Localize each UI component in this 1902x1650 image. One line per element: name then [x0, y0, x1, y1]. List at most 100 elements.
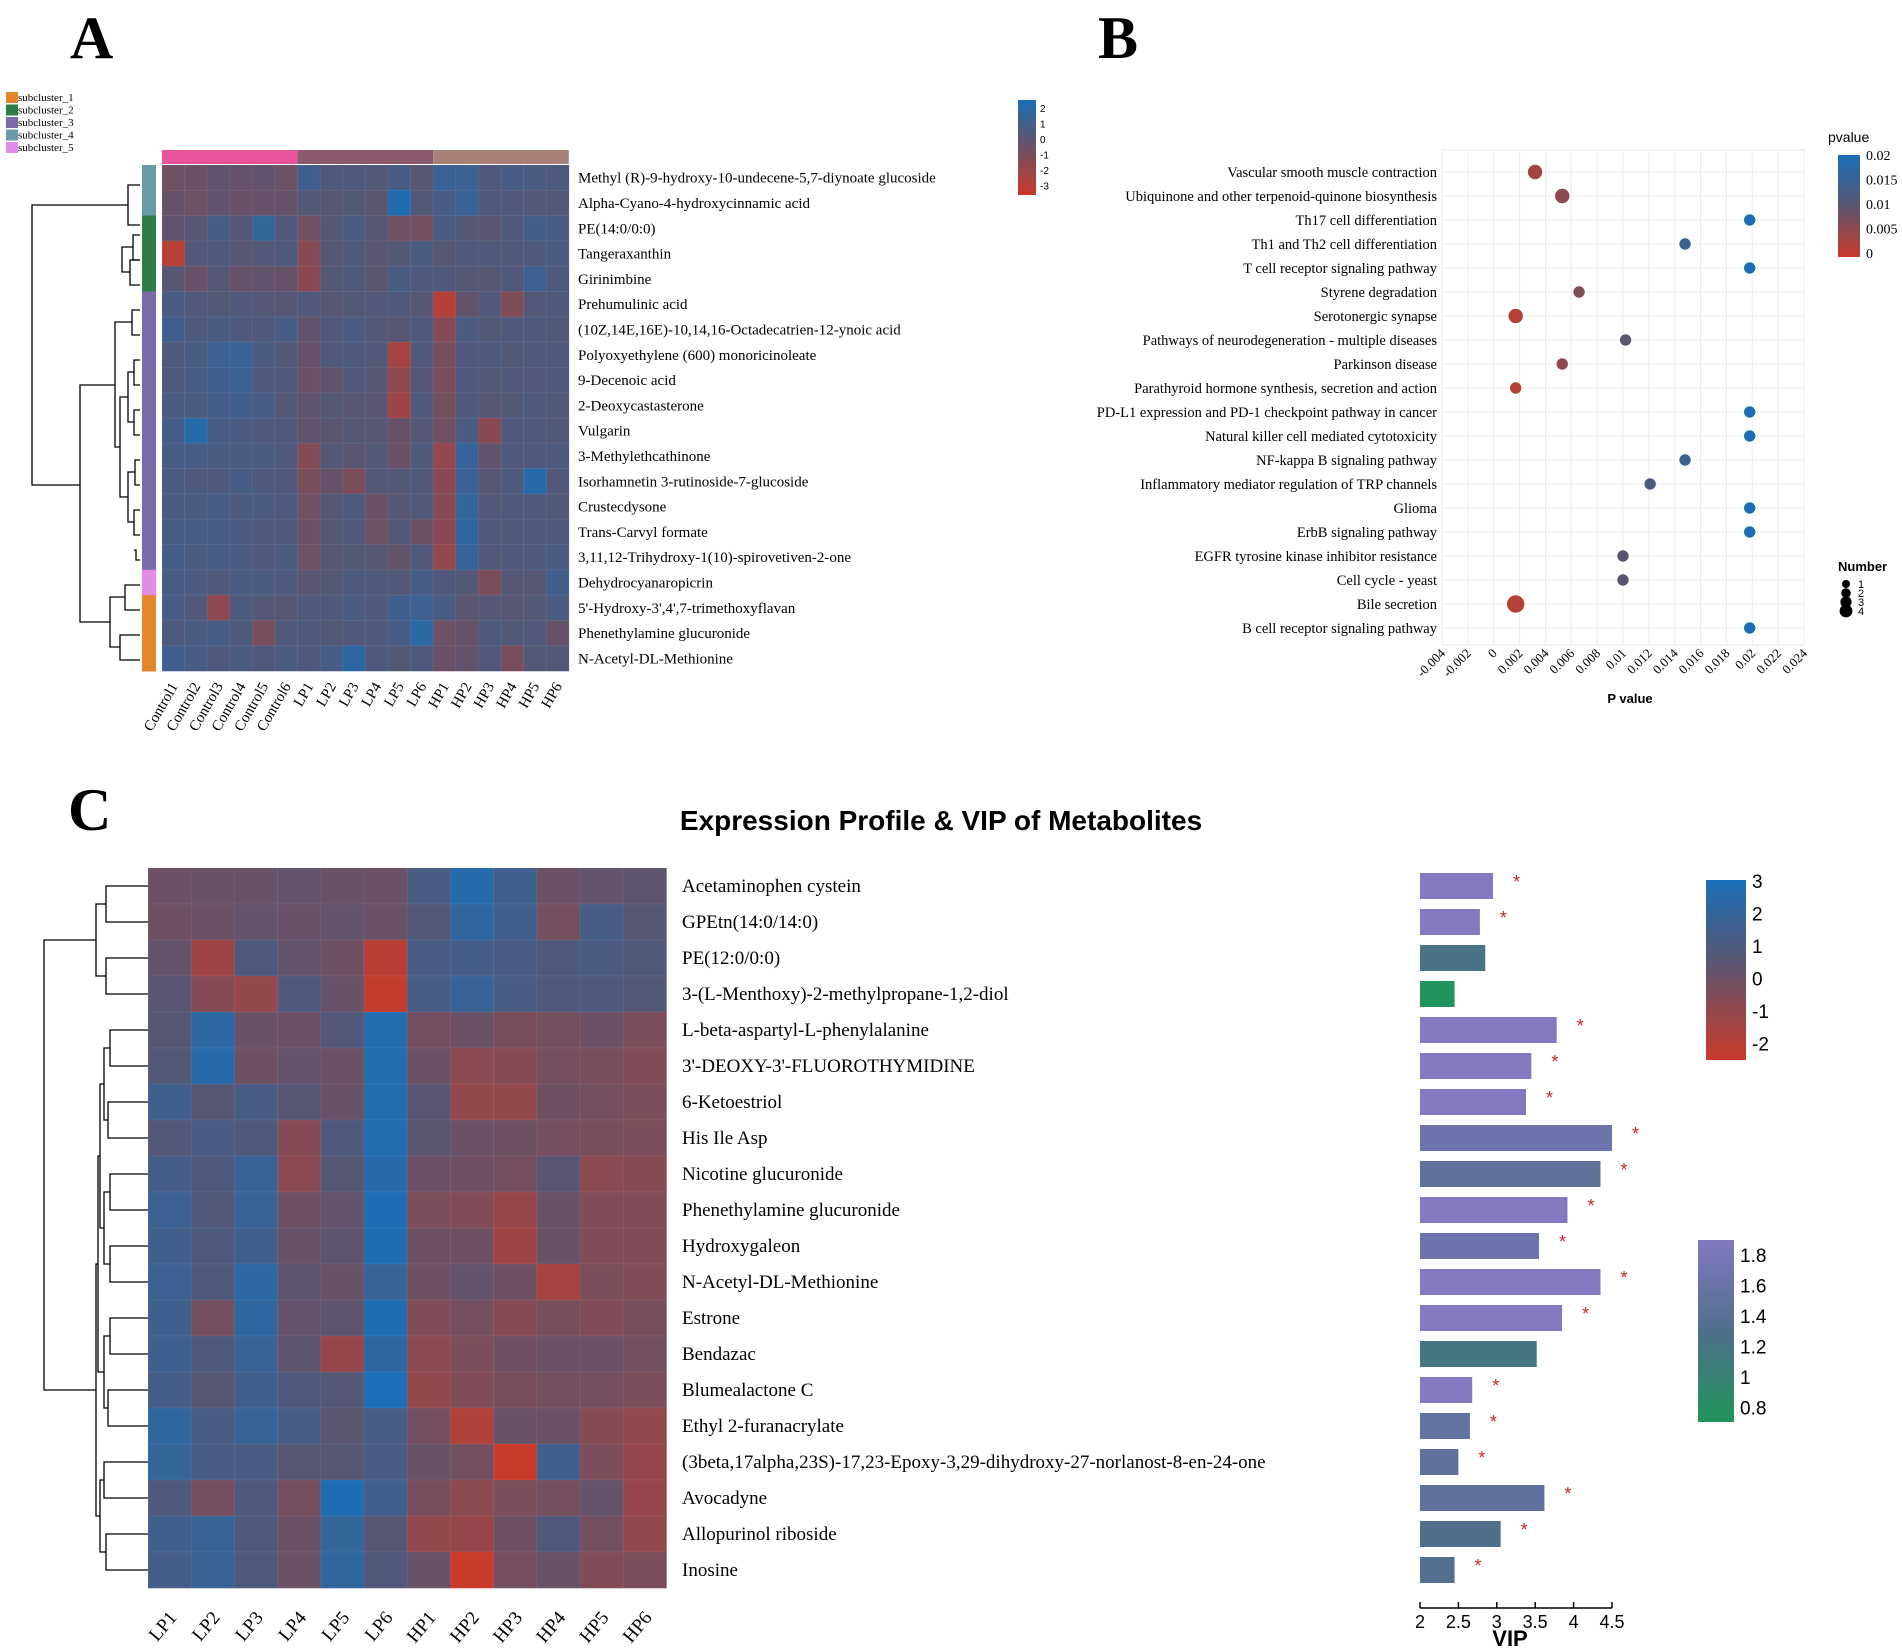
- heatmap-cell: [387, 392, 412, 419]
- color-scale-bar: [1838, 155, 1860, 257]
- heatmap-cell: [147, 1047, 192, 1085]
- heatmap-cell: [274, 569, 299, 596]
- row-label: 3,11,12-Trihydroxy-1(10)-spirovetiven-2-…: [578, 550, 851, 566]
- heatmap-cell: [147, 1551, 192, 1589]
- heatmap-cell: [387, 240, 412, 267]
- heatmap-cell: [545, 594, 570, 622]
- heatmap-cell: [449, 1191, 495, 1229]
- heatmap-cell: [449, 1119, 495, 1157]
- heatmap-cell: [190, 1407, 236, 1445]
- heatmap-cell: [545, 316, 570, 343]
- heatmap-cells: [161, 164, 570, 672]
- heatmap-cell: [432, 341, 457, 369]
- heatmap-cell: [251, 619, 276, 647]
- column-label: LP2: [188, 1608, 224, 1646]
- heatmap-cell: [387, 265, 412, 293]
- heatmap-cell: [545, 341, 570, 369]
- row-label: 2-Deoxycastasterone: [578, 398, 704, 414]
- heatmap-cell: [184, 392, 209, 419]
- x-tick-label: 0.006: [1546, 645, 1578, 677]
- heatmap-cell: [432, 518, 457, 546]
- heatmap-cell: [387, 366, 412, 394]
- heatmap-cell: [297, 189, 322, 217]
- heatmap-cell: [147, 1335, 192, 1373]
- significance-star: *: [1546, 1088, 1553, 1108]
- column-label: HP6: [619, 1608, 657, 1647]
- heatmap-cell: [500, 215, 525, 242]
- heatmap-cell: [364, 544, 389, 571]
- column-label: HP5: [576, 1608, 614, 1647]
- heatmap-cell: [184, 442, 209, 470]
- heatmap-cell: [449, 1551, 495, 1589]
- heatmap-cell: [536, 975, 581, 1013]
- heatmap-cell: [545, 619, 570, 647]
- heatmap-cell: [500, 645, 525, 672]
- heatmap-cell: [406, 1047, 452, 1085]
- x-tick-label: -0.004: [1414, 645, 1449, 680]
- group-bar-control: [162, 150, 298, 164]
- heatmap-cell: [233, 903, 279, 941]
- data-point: [1555, 188, 1570, 204]
- heatmap-cell: [320, 1047, 365, 1085]
- heatmap-cell: [523, 619, 547, 647]
- row-label: Acetaminophen cystein: [682, 876, 861, 897]
- heatmap-cell: [320, 1335, 365, 1373]
- heatmap-cell: [523, 468, 547, 495]
- data-point: [1617, 550, 1629, 562]
- heatmap-cell: [432, 645, 457, 672]
- heatmap-cell: [319, 518, 344, 546]
- heatmap-cell: [622, 1191, 668, 1229]
- column-label: HP1: [426, 680, 453, 711]
- heatmap-cell: [342, 619, 367, 647]
- heatmap-cell: [364, 493, 389, 520]
- heatmap-cell: [406, 903, 452, 941]
- heatmap-cell: [536, 1479, 581, 1517]
- significance-star: *: [1475, 1556, 1482, 1576]
- legend-tick: 1: [1040, 120, 1046, 131]
- heatmap-cell: [455, 341, 480, 369]
- heatmap-cell: [319, 240, 344, 267]
- legend-tick: -1: [1040, 151, 1049, 162]
- x-tick-label: 0.012: [1624, 646, 1655, 677]
- row-subcluster-cell: [142, 519, 156, 545]
- column-label: HP2: [448, 680, 475, 711]
- heatmap-cell: [229, 265, 254, 293]
- heatmap-cell: [410, 645, 435, 672]
- dendrogram-branch: [103, 1335, 110, 1409]
- heatmap-cell: [579, 1011, 624, 1049]
- heatmap-cell: [206, 645, 231, 672]
- heatmap-cell: [579, 1479, 624, 1517]
- row-subcluster-cell: [142, 342, 156, 368]
- heatmap-cell: [363, 1479, 408, 1517]
- heatmap-cell: [455, 392, 480, 419]
- row-subcluster-cell: [142, 367, 156, 394]
- heatmap-cell: [363, 1083, 408, 1121]
- panel-b-dotplot: Vascular smooth muscle contraction Ubiqui…: [1097, 129, 1898, 706]
- heatmap-cell: [387, 518, 412, 546]
- legend-tick: -1: [1752, 1002, 1769, 1023]
- heatmap-cell: [363, 1335, 408, 1373]
- heatmap-cell: [579, 1407, 624, 1445]
- heatmap-cell: [545, 366, 570, 394]
- panel-a-dendrogram: [31, 184, 140, 661]
- heatmap-cell: [387, 619, 412, 647]
- heatmap-cell: [364, 392, 389, 419]
- vip-bar: [1420, 1377, 1473, 1403]
- heatmap-cell: [410, 544, 435, 571]
- heatmap-cell: [622, 1371, 668, 1409]
- heatmap-cell: [320, 1515, 365, 1553]
- heatmap-cell: [455, 215, 480, 242]
- significance-star: *: [1620, 1268, 1627, 1288]
- heatmap-cell: [147, 975, 192, 1013]
- dendrogram-branch: [134, 459, 140, 486]
- vip-legend-tick: 1.2: [1740, 1338, 1766, 1359]
- heatmap-cell: [274, 291, 299, 318]
- heatmap-cell: [363, 1263, 408, 1301]
- heatmap-cell: [233, 1335, 279, 1373]
- vip-bar: [1420, 1233, 1540, 1259]
- heatmap-cell: [536, 1011, 581, 1049]
- heatmap-cell: [147, 1227, 192, 1265]
- heatmap-cell: [364, 316, 389, 343]
- heatmap-cell: [545, 569, 570, 596]
- pathway-label: PD-L1 expression and PD-1 checkpoint pat…: [1097, 405, 1437, 421]
